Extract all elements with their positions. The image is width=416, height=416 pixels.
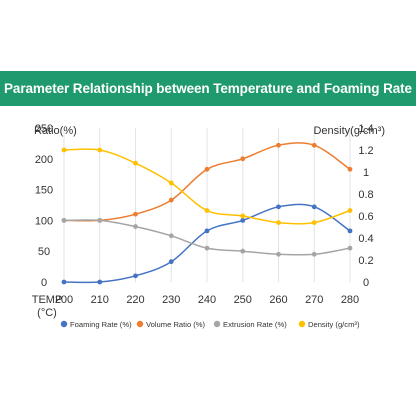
legend-label-foaming: Foaming Rate (%) — [70, 320, 132, 329]
y-left-tick-label: 250 — [35, 123, 53, 135]
data-point-foaming — [204, 228, 210, 234]
data-point-extrusion — [347, 245, 353, 251]
legend-label-extrusion: Extrusion Rate (%) — [223, 320, 287, 329]
legend-marker-extrusion — [213, 320, 221, 328]
data-point-foaming — [133, 273, 138, 279]
legend-label-volume: Volume Ratio (%) — [146, 320, 206, 329]
data-point-extrusion — [168, 233, 174, 239]
data-point-density — [97, 147, 103, 153]
y-left-tick-label: 0 — [41, 277, 47, 289]
y-right-tick-label: 0.2 — [358, 255, 373, 267]
data-point-foaming — [97, 279, 103, 285]
legend-label-density: Density (g/cm³) — [308, 320, 360, 329]
legend-marker-volume — [136, 320, 144, 328]
y-right-tick-label: 0.8 — [358, 189, 373, 201]
axis-labels: Ratio(%) Density(g/cm³) TEMP (°C) 200 210… — [32, 123, 385, 319]
data-point-volume — [133, 211, 138, 217]
data-point-extrusion — [204, 245, 210, 251]
x-tick-label: 250 — [234, 294, 252, 306]
data-point-foaming — [61, 279, 67, 285]
data-point-extrusion — [133, 224, 138, 229]
y-right-tick-label: 0 — [363, 277, 369, 289]
data-point-density — [276, 220, 281, 226]
data-point-density — [61, 147, 67, 153]
data-point-density — [311, 220, 317, 226]
x-tick-label: 210 — [91, 294, 109, 306]
y-right-axis-label: Density(g/cm³) — [313, 125, 385, 137]
y-left-tick-label: 200 — [35, 154, 53, 166]
data-point-foaming — [168, 259, 174, 265]
y-left-tick-label: 150 — [35, 185, 53, 197]
y-left-tick-label: 50 — [38, 246, 50, 258]
data-point-density — [240, 213, 246, 219]
x-tick-label: 270 — [305, 294, 323, 306]
x-tick-label: 280 — [341, 294, 359, 306]
y-right-tick-label: 0.4 — [358, 233, 373, 245]
y-right-tick-label: 0.6 — [358, 211, 373, 223]
data-point-density — [204, 208, 210, 213]
x-tick-label: 260 — [269, 294, 287, 306]
x-axis-unit: (°C) — [37, 307, 57, 319]
x-tick-label: 240 — [198, 294, 216, 306]
data-point-foaming — [311, 204, 317, 210]
data-point-extrusion — [240, 248, 246, 254]
data-point-extrusion — [311, 251, 317, 257]
data-point-density — [347, 208, 353, 213]
data-point-volume — [276, 142, 281, 148]
x-tick-label: 200 — [55, 294, 73, 306]
y-left-tick-label: 100 — [35, 215, 53, 227]
series-lines — [61, 142, 353, 285]
data-point-foaming — [240, 218, 246, 223]
y-left-axis-label: Ratio(%) — [34, 125, 77, 137]
chart-title: Parameter Relationship between Temperatu… — [4, 81, 412, 96]
data-point-extrusion — [276, 251, 281, 257]
y-right-tick-label: 1 — [363, 167, 369, 179]
legend: Foaming Rate (%) Volume Ratio (%) Extrusio… — [60, 320, 360, 329]
data-point-volume — [311, 142, 317, 148]
data-point-volume — [168, 197, 174, 203]
title-banner: Parameter Relationship between Temperatu… — [0, 71, 416, 106]
data-point-extrusion — [97, 218, 103, 223]
data-point-foaming — [347, 228, 353, 234]
y-right-tick-label: 1.2 — [358, 145, 373, 157]
data-point-density — [133, 160, 138, 166]
data-point-volume — [347, 166, 353, 172]
data-point-foaming — [276, 204, 281, 210]
legend-marker-foaming — [60, 320, 68, 328]
x-tick-label: 220 — [126, 294, 144, 306]
x-tick-label: 230 — [162, 294, 180, 306]
legend-marker-density — [298, 320, 306, 328]
data-point-density — [168, 180, 174, 186]
data-point-volume — [204, 166, 210, 172]
data-point-volume — [240, 156, 246, 162]
y-right-tick-label: 1.4 — [358, 123, 373, 135]
x-axis-label: TEMP — [32, 294, 63, 306]
data-point-extrusion — [61, 218, 67, 223]
